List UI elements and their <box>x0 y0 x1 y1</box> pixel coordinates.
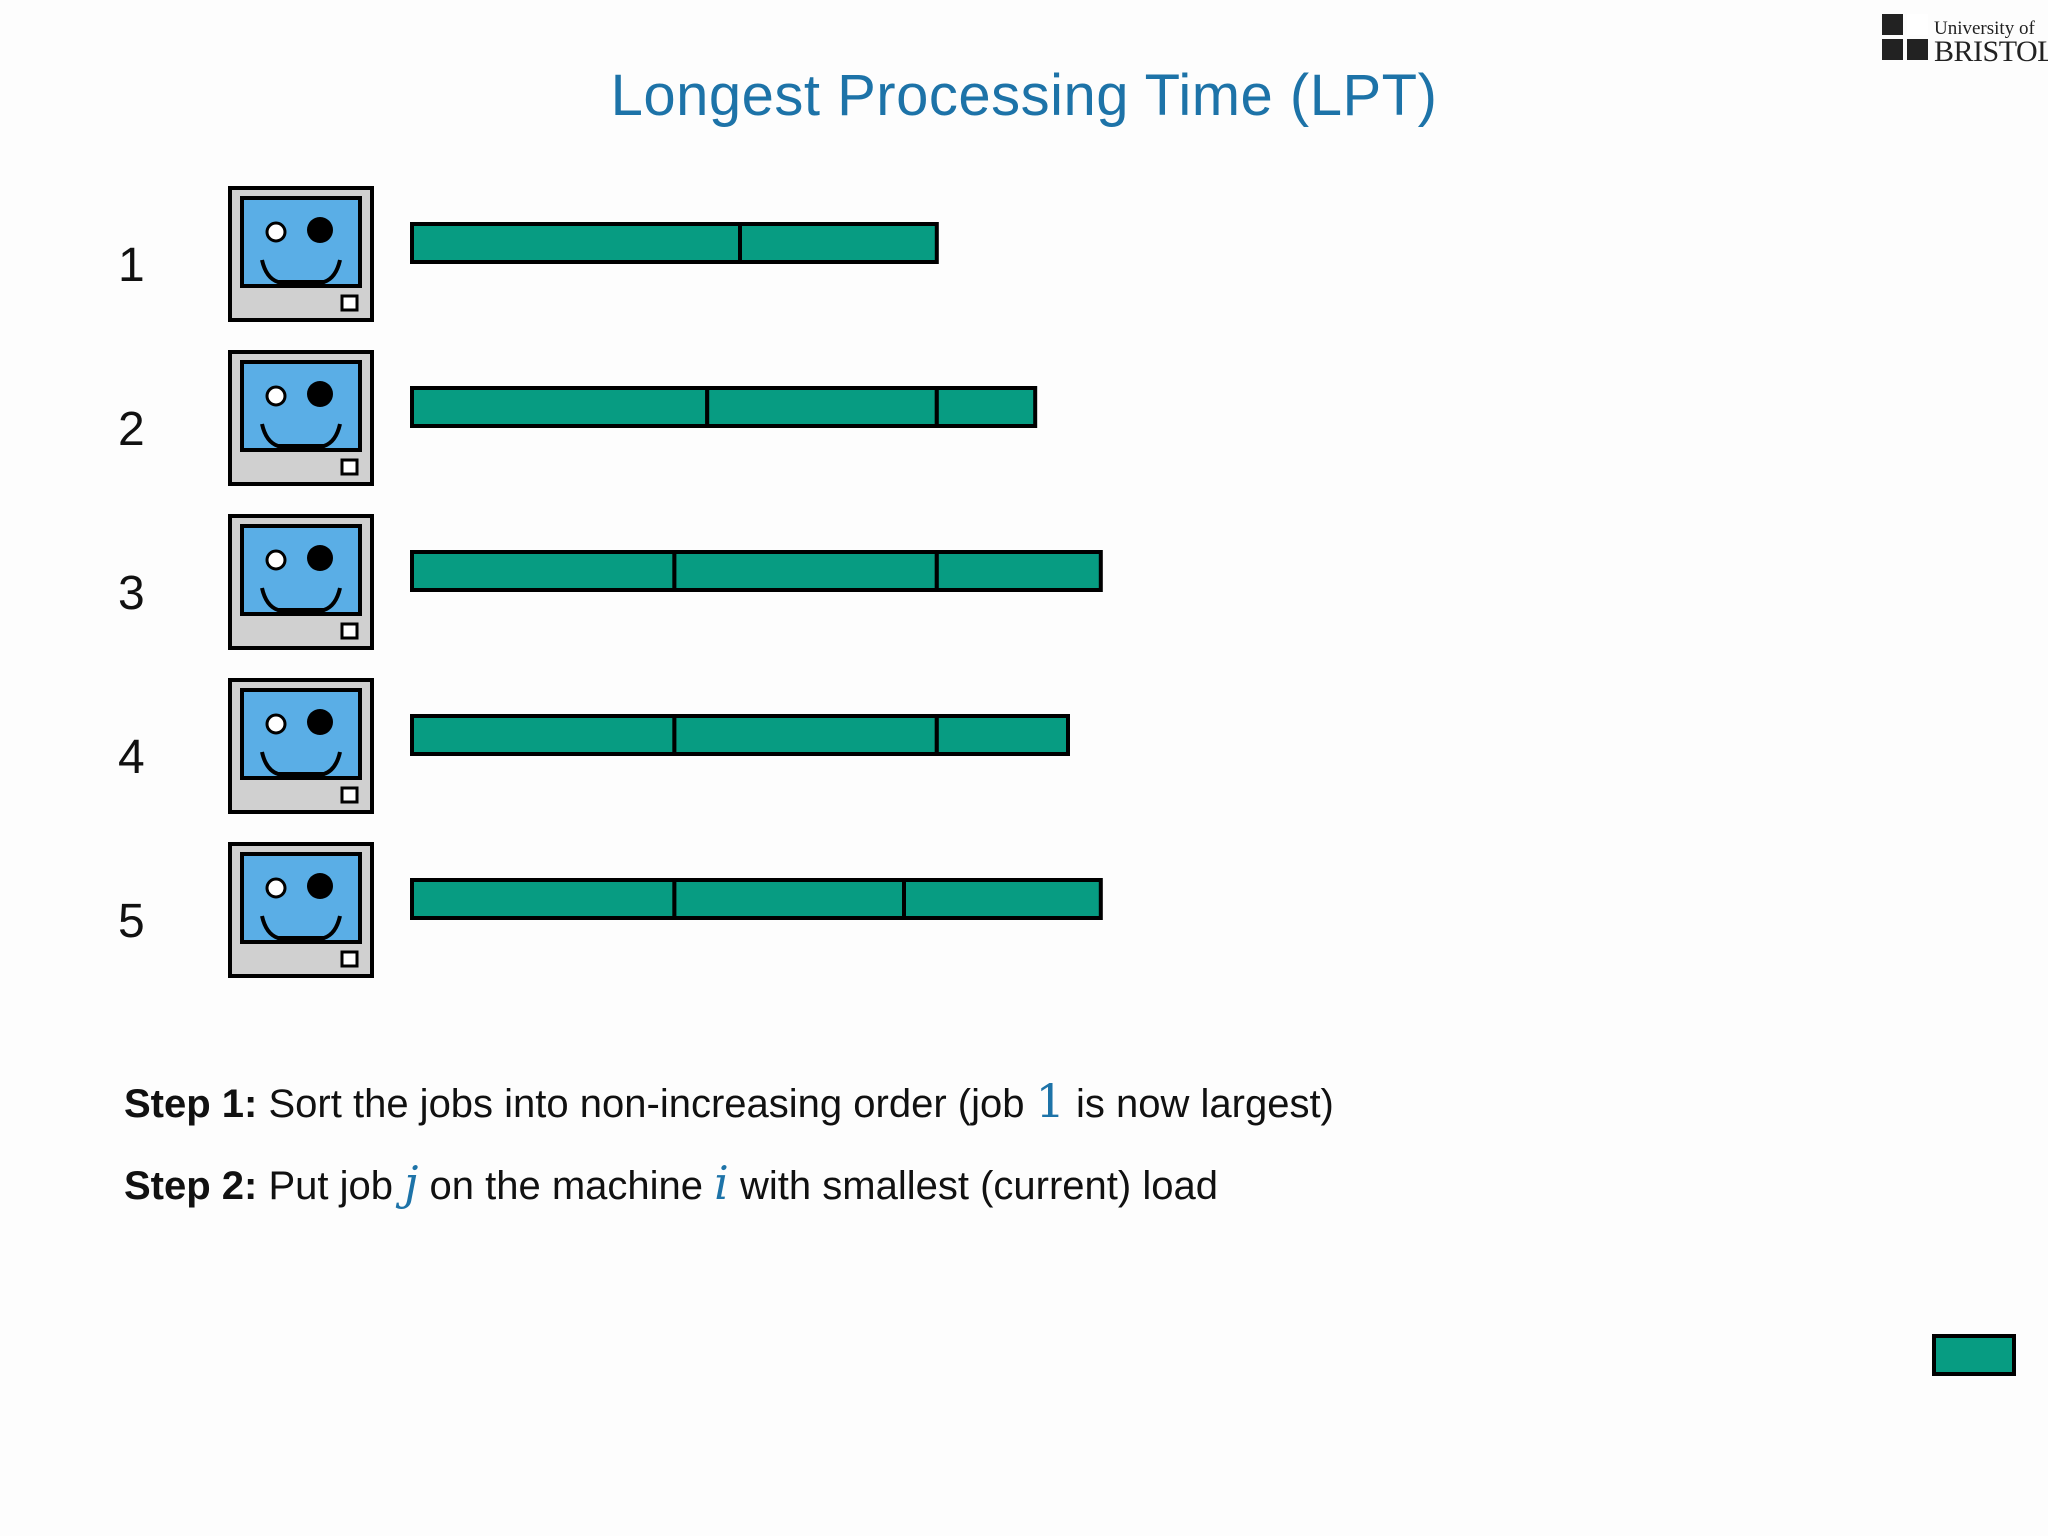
computer-icon <box>228 678 374 814</box>
machine-row: 3 <box>0 514 1460 654</box>
logo-line2: BRISTOL <box>1934 35 2048 68</box>
job-segment <box>705 386 939 428</box>
machine-label: 4 <box>118 731 145 784</box>
step-2-text-before: Put job <box>268 1164 394 1208</box>
job-segment <box>738 222 939 264</box>
step-1: Step 1: Sort the jobs into non-increasin… <box>124 1074 1334 1156</box>
machine-row: 2 <box>0 350 1460 490</box>
computer-icon <box>228 514 374 650</box>
machine-label: 1 <box>118 239 145 292</box>
step-2-label: Step 2: <box>124 1164 258 1208</box>
job-bar-svg <box>410 550 1103 592</box>
machine-row: 4 <box>0 678 1460 818</box>
job-bar-svg <box>410 222 939 264</box>
machine-label: 3 <box>118 567 145 620</box>
step-1-math-var: 1 <box>1035 1074 1065 1128</box>
job-segment <box>934 386 1038 428</box>
job-bar-svg <box>410 714 1070 756</box>
computer-icon <box>228 842 374 978</box>
step-2: Step 2: Put job j on the machine i with … <box>124 1156 1334 1238</box>
job-segment <box>672 714 939 756</box>
job-segment <box>410 222 742 264</box>
crest-icon <box>1882 14 1930 62</box>
job-segment <box>410 386 710 428</box>
university-logo: University of BRISTOL <box>1882 14 2048 68</box>
step-1-text-after: is now largest) <box>1076 1082 1334 1126</box>
job-bar-svg <box>410 386 1038 428</box>
job-bar-svg <box>410 878 1103 920</box>
logo-line1: University of <box>1934 18 2035 39</box>
machine-label: 5 <box>118 895 145 948</box>
job-segment <box>934 550 1103 592</box>
step-1-label: Step 1: <box>124 1082 258 1126</box>
step-1-text-before: Sort the jobs into non-increasing order … <box>268 1082 1025 1126</box>
job-segment <box>672 550 939 592</box>
machine-row: 5 <box>0 842 1460 982</box>
job-segment <box>902 878 1103 920</box>
job-segment <box>410 550 677 592</box>
step-2-math-var-j: j <box>404 1156 419 1210</box>
job-segment <box>410 714 677 756</box>
job-segment <box>410 878 677 920</box>
job-segment <box>934 714 1070 756</box>
job-segment <box>672 878 906 920</box>
step-2-text-after: with smallest (current) load <box>740 1164 1218 1208</box>
computer-icon <box>228 350 374 486</box>
machine-label: 2 <box>118 403 145 456</box>
step-2-math-var-i: i <box>714 1156 729 1210</box>
machine-row: 1 <box>0 186 1460 326</box>
steps-list: Step 1: Sort the jobs into non-increasin… <box>124 1074 1334 1238</box>
computer-icon <box>228 186 374 322</box>
step-2-text-middle: on the machine <box>429 1164 704 1208</box>
pending-job-block <box>1932 1334 2016 1376</box>
slide-title: Longest Processing Time (LPT) <box>610 63 1438 128</box>
